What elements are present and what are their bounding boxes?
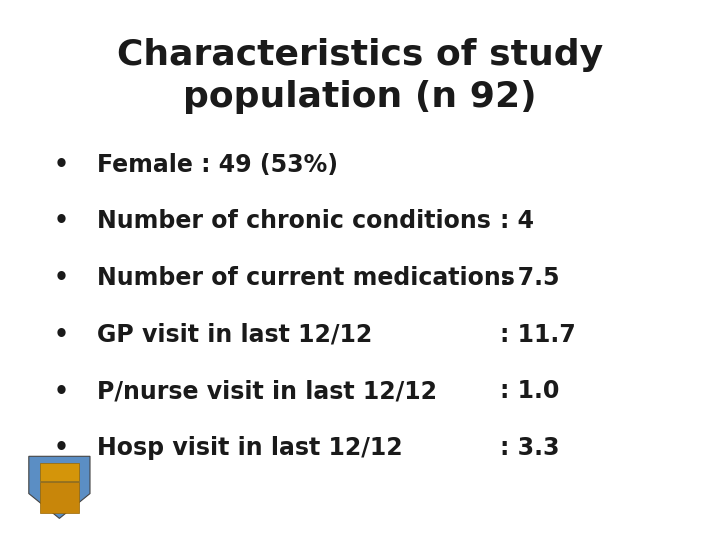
Text: : 3.3: : 3.3 [500, 436, 560, 460]
Text: •: • [54, 380, 68, 403]
Text: P/nurse visit in last 12/12: P/nurse visit in last 12/12 [97, 380, 437, 403]
Text: : 7.5: : 7.5 [500, 266, 560, 290]
Text: GP visit in last 12/12: GP visit in last 12/12 [97, 323, 372, 347]
Text: Hosp visit in last 12/12: Hosp visit in last 12/12 [97, 436, 402, 460]
Text: •: • [54, 210, 68, 233]
Text: Characteristics of study
population (n 92): Characteristics of study population (n 9… [117, 38, 603, 114]
Text: •: • [54, 153, 68, 177]
FancyBboxPatch shape [40, 462, 79, 481]
FancyBboxPatch shape [40, 482, 79, 514]
Text: : 4: : 4 [500, 210, 534, 233]
Text: : 11.7: : 11.7 [500, 323, 576, 347]
Text: •: • [54, 266, 68, 290]
Text: Number of chronic conditions: Number of chronic conditions [97, 210, 491, 233]
Text: •: • [54, 323, 68, 347]
Polygon shape [29, 456, 90, 518]
Text: Number of current medications: Number of current medications [97, 266, 515, 290]
Text: : 1.0: : 1.0 [500, 380, 559, 403]
Text: •: • [54, 436, 68, 460]
Text: Female : 49 (53%): Female : 49 (53%) [97, 153, 338, 177]
